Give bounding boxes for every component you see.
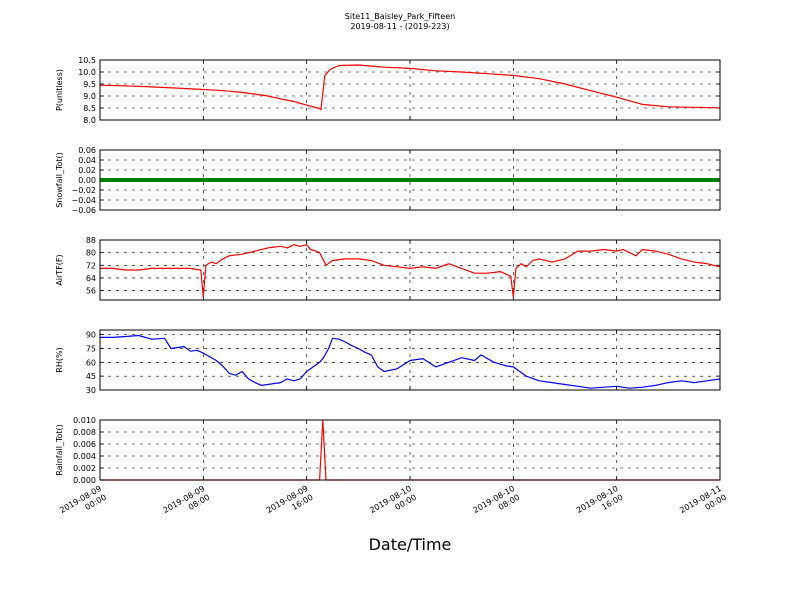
y-tick-label: 75 [86, 344, 96, 353]
plot-frame [99, 59, 721, 121]
y-tick-label: 0.010 [73, 416, 96, 425]
y-tick-label: 10.5 [78, 56, 96, 65]
y-tick-label: 0.04 [78, 156, 96, 165]
panel-1: 10.5 10.0 9.5 9.0 8.5 8.0 P(unitless) [55, 56, 721, 125]
y-tick-label: 0.004 [73, 452, 96, 461]
y-tick-label: 56 [86, 287, 96, 296]
x-tick-label: 2019-08-1000:00 [368, 484, 418, 524]
y-tick-label: 9.0 [83, 92, 96, 101]
y-tick-label: 0.00 [78, 176, 96, 185]
y-axis-label: RH(%) [55, 347, 64, 372]
y-tick-label: 30 [86, 386, 96, 395]
y-tick-label: 0.000 [73, 476, 96, 485]
panel-4: 90 75 60 45 30 RH(%) [55, 329, 721, 395]
y-tick-label: 8.5 [83, 104, 96, 113]
x-tick-label: 2019-08-1016:00 [575, 484, 625, 524]
series-line [99, 64, 721, 111]
y-tick-label: 0.002 [73, 464, 96, 473]
panel-3: 88 80 72 64 56 AirTF(F) [55, 236, 721, 301]
x-tick-label: 2019-08-1100:00 [678, 484, 728, 524]
y-tick-label: 9.5 [83, 80, 96, 89]
panels-group: 10.510.09.59.08.58.0P(unitless)0.060.040… [55, 56, 721, 485]
x-tick-label: 2019-08-0900:00 [58, 484, 108, 524]
y-tick-label: 64 [86, 274, 96, 283]
x-tick-label: 2019-08-1008:00 [472, 484, 522, 524]
y-tick-label: 72 [86, 261, 96, 270]
y-tick-label: −0.02 [71, 186, 96, 195]
series-line [100, 334, 721, 389]
panel-5: 0.010 0.008 0.006 0.004 0.002 0.000 Rainfall_T… [55, 416, 721, 485]
y-tick-label: 90 [86, 331, 96, 340]
y-tick-label: 8.0 [83, 116, 96, 125]
y-axis-label: P(unitless) [55, 69, 64, 111]
y-tick-label: 0.008 [73, 428, 96, 437]
y-tick-label: 0.02 [78, 166, 96, 175]
x-tick-labels: 2019-08-0900:00 2019-08-0908:00 2019-08-09… [58, 484, 728, 524]
y-axis-label: AirTF(F) [55, 254, 64, 285]
plot-frame [99, 329, 721, 391]
plot-frame [99, 149, 721, 211]
panel-2: 0.060.040.020.00−0.02−0.04−0.06 Snowfall_… [55, 146, 721, 215]
x-tick-label: 2019-08-0916:00 [265, 484, 315, 524]
y-tick-label: 60 [86, 358, 96, 367]
y-axis-label: Rainfall_Tot() [55, 424, 64, 476]
y-tick-label: 88 [86, 236, 96, 245]
chart-title: Site11_Baisley_Park_Fifteen [345, 12, 455, 21]
y-tick-label: −0.04 [71, 196, 96, 205]
chart-subtitle: 2019-08-11 - (2019-223) [350, 22, 449, 31]
plot-frame [99, 239, 721, 301]
y-tick-label: 45 [86, 372, 96, 381]
y-tick-label: −0.06 [71, 206, 96, 215]
series-line [100, 244, 721, 298]
y-tick-label: 0.06 [78, 146, 96, 155]
y-tick-label: 10.0 [78, 68, 96, 77]
y-tick-label: 80 [86, 249, 96, 258]
plot-frame [99, 419, 721, 481]
x-axis-label: Date/Time [369, 535, 452, 554]
y-axis-label: Snowfall_Tot() [55, 152, 64, 208]
x-tick-label: 2019-08-0908:00 [162, 484, 212, 524]
y-tick-label: 0.006 [73, 440, 96, 449]
